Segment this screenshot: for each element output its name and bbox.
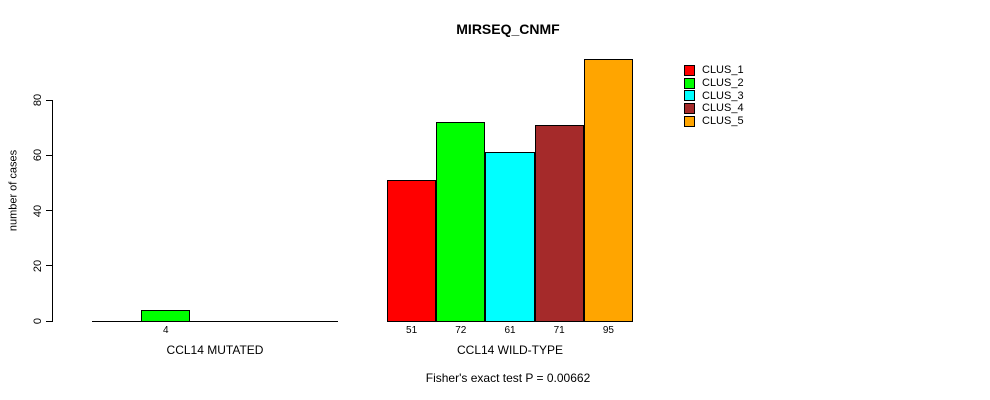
bar-clus_4-wild-type	[534, 125, 584, 322]
legend-label: CLUS_4	[702, 102, 744, 115]
legend-item-clus_3: CLUS_3	[684, 89, 744, 102]
y-tick-mark	[46, 99, 52, 101]
bar-clus_2-mutated	[141, 310, 191, 322]
bar-value-label: 71	[553, 325, 565, 336]
bar-value-label: 72	[455, 325, 467, 336]
bar-value-label: 51	[406, 325, 418, 336]
legend-swatch-icon	[684, 77, 695, 89]
legend-label: CLUS_2	[702, 77, 744, 90]
legend-swatch-icon	[684, 90, 695, 102]
y-tick-label: 20	[32, 259, 44, 272]
legend-label: CLUS_3	[702, 89, 744, 102]
y-tick-label: 0	[32, 317, 44, 325]
legend-swatch-icon	[684, 64, 695, 76]
y-tick-mark	[46, 154, 52, 156]
y-tick-mark	[46, 320, 52, 322]
bar-clus_3-wild-type	[485, 152, 535, 322]
legend-item-clus_2: CLUS_2	[684, 77, 744, 90]
legend: CLUS_1 CLUS_2 CLUS_3 CLUS_4 CLUS_5	[684, 64, 744, 127]
bar-clus_1-wild-type	[387, 180, 437, 322]
legend-item-clus_4: CLUS_4	[684, 102, 744, 115]
legend-label: CLUS_1	[702, 64, 744, 77]
fisher-test-caption: Fisher's exact test P = 0.00662	[425, 371, 591, 385]
bar-value-label: 61	[504, 325, 516, 336]
bar-clus_5-wild-type	[583, 59, 633, 322]
bar-value-label: 95	[602, 325, 614, 336]
legend-item-clus_1: CLUS_1	[684, 64, 744, 77]
legend-swatch-icon	[684, 102, 695, 114]
bar-value-label: 4	[163, 325, 169, 336]
group-label-mutated: CCL14 MUTATED	[166, 343, 264, 357]
y-axis-label: number of cases	[7, 149, 20, 232]
y-axis-line	[52, 100, 53, 322]
legend-label: CLUS_5	[702, 115, 744, 128]
y-tick-mark	[46, 210, 52, 211]
group-label-wild-type: CCL14 WILD-TYPE	[456, 343, 564, 357]
chart-title: MIRSEQ_CNMF	[456, 21, 560, 37]
bar-clus_2-wild-type	[436, 122, 486, 322]
y-tick-label: 40	[32, 204, 44, 217]
y-tick-mark	[46, 265, 52, 267]
legend-swatch-icon	[684, 115, 695, 127]
x-axis-baseline	[92, 321, 338, 322]
y-tick-label: 80	[32, 93, 44, 107]
legend-item-clus_5: CLUS_5	[684, 115, 744, 128]
y-tick-label: 60	[32, 149, 44, 162]
